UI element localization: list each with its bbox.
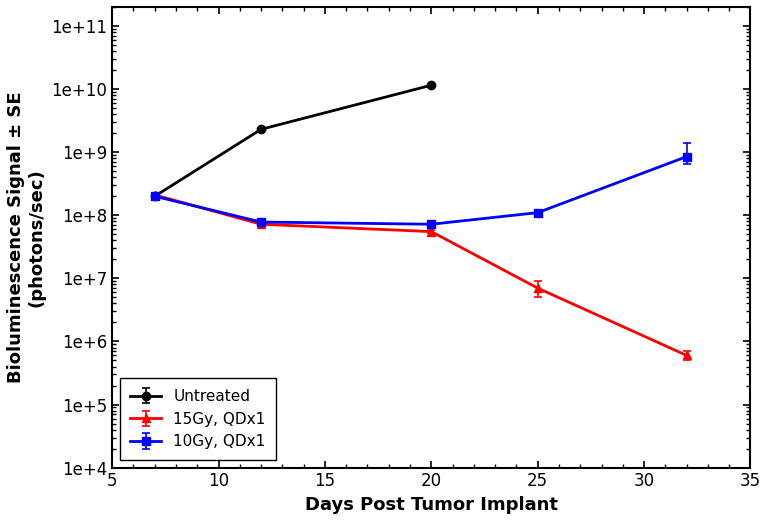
X-axis label: Days Post Tumor Implant: Days Post Tumor Implant	[305, 496, 558, 514]
Legend: Untreated, 15Gy, QDx1, 10Gy, QDx1: Untreated, 15Gy, QDx1, 10Gy, QDx1	[120, 378, 276, 460]
Y-axis label: Bioluminescence Signal ± SE
(photons/sec): Bioluminescence Signal ± SE (photons/sec…	[7, 92, 46, 383]
